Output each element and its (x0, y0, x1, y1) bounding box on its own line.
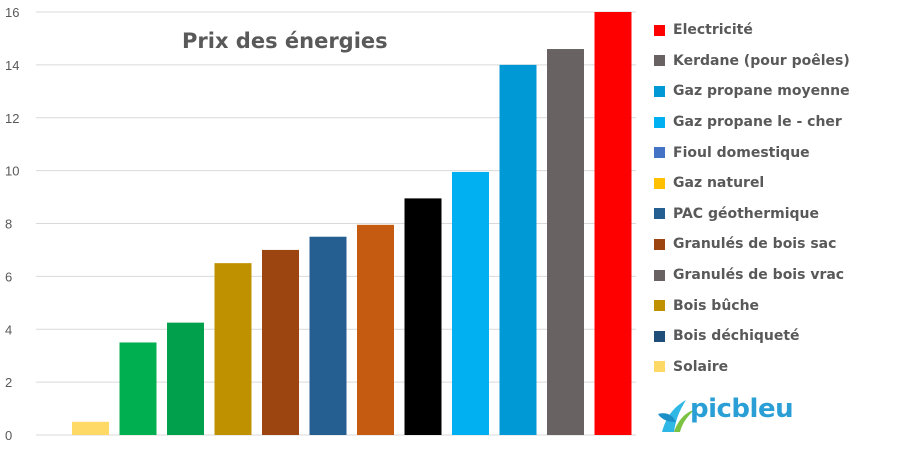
bar-electricit- (594, 12, 632, 435)
chart-title: Prix des énergies (182, 29, 388, 53)
legend-swatch (654, 269, 665, 281)
picbleu-logo: picbleu (656, 392, 796, 436)
bar-granul-s-de-bois-sac (262, 249, 299, 435)
legend-label: Electricité (673, 22, 753, 39)
legend-item: Gaz naturel (654, 168, 894, 199)
legend-item: PAC géothermique (654, 199, 894, 230)
legend-item: Gaz propane moyenne (654, 76, 894, 107)
legend-label: Granulés de bois sac (673, 236, 837, 253)
legend-item: Granulés de bois sac (654, 229, 894, 260)
leaf-icon (658, 400, 694, 432)
legend-swatch (654, 300, 665, 312)
bars (72, 12, 632, 435)
bar-pac-g-othermique (309, 236, 347, 435)
legend-label: Gaz propane le - cher (673, 114, 842, 131)
legend-label: Gaz naturel (673, 175, 765, 192)
legend-item: Bois bûche (654, 290, 894, 321)
legend-label: Kerdane (pour poêles) (673, 52, 850, 69)
y-tick-label: 14 (5, 58, 19, 73)
bar-kerdane-pour-po-les- (547, 49, 584, 435)
legend-swatch (654, 24, 665, 36)
y-tick-label: 10 (5, 164, 19, 179)
legend-item: Solaire (654, 352, 894, 383)
legend-swatch (654, 55, 665, 67)
legend-swatch (654, 361, 665, 373)
y-tick-label: 8 (5, 217, 12, 232)
y-tick-label: 16 (5, 5, 19, 20)
y-axis-ticks: 0 2 4 6 8 10 12 14 16 (5, 5, 19, 443)
legend-label: Fioul domestique (673, 144, 810, 161)
legend-item: Granulés de bois vrac (654, 260, 894, 291)
y-tick-label: 6 (5, 269, 12, 284)
legend-item: Bois déchiqueté (654, 321, 894, 352)
legend-item: Fioul domestique (654, 137, 894, 168)
legend-swatch (654, 147, 665, 159)
legend-swatch (654, 177, 665, 189)
legend-swatch (654, 85, 665, 97)
legend-label: Solaire (673, 358, 729, 375)
legend-label: Granulés de bois vrac (673, 267, 845, 284)
bar-bois-d-chiquet- (119, 342, 157, 435)
legend-label: Gaz propane moyenne (673, 83, 850, 100)
bar-fioul-domestique (404, 198, 442, 435)
legend-swatch (654, 116, 665, 128)
legend: Electricité Kerdane (pour poêles) Gaz prop… (654, 15, 894, 382)
legend-item: Electricité (654, 15, 894, 46)
y-tick-label: 0 (5, 428, 12, 443)
legend-item: Gaz propane le - cher (654, 107, 894, 138)
y-tick-label: 12 (5, 111, 19, 126)
bar-bois-b-che (167, 322, 204, 435)
y-tick-label: 4 (5, 322, 12, 337)
bar-gaz-naturel (357, 224, 394, 435)
y-tick-label: 2 (5, 375, 12, 390)
legend-swatch (654, 330, 665, 342)
legend-swatch (654, 238, 665, 250)
legend-label: Bois bûche (673, 297, 760, 314)
legend-label: Bois déchiqueté (673, 328, 800, 345)
bar-solaire (72, 421, 109, 435)
logo-text: picbleu (690, 394, 794, 424)
bar-granul-s-de-bois-vrac (214, 263, 252, 435)
bar-gaz-propane-le-cher (452, 171, 489, 435)
legend-swatch (654, 208, 665, 220)
legend-item: Kerdane (pour poêles) (654, 46, 894, 77)
bar-gaz-propane-moyenne (499, 64, 537, 435)
legend-label: PAC géothermique (673, 205, 820, 222)
